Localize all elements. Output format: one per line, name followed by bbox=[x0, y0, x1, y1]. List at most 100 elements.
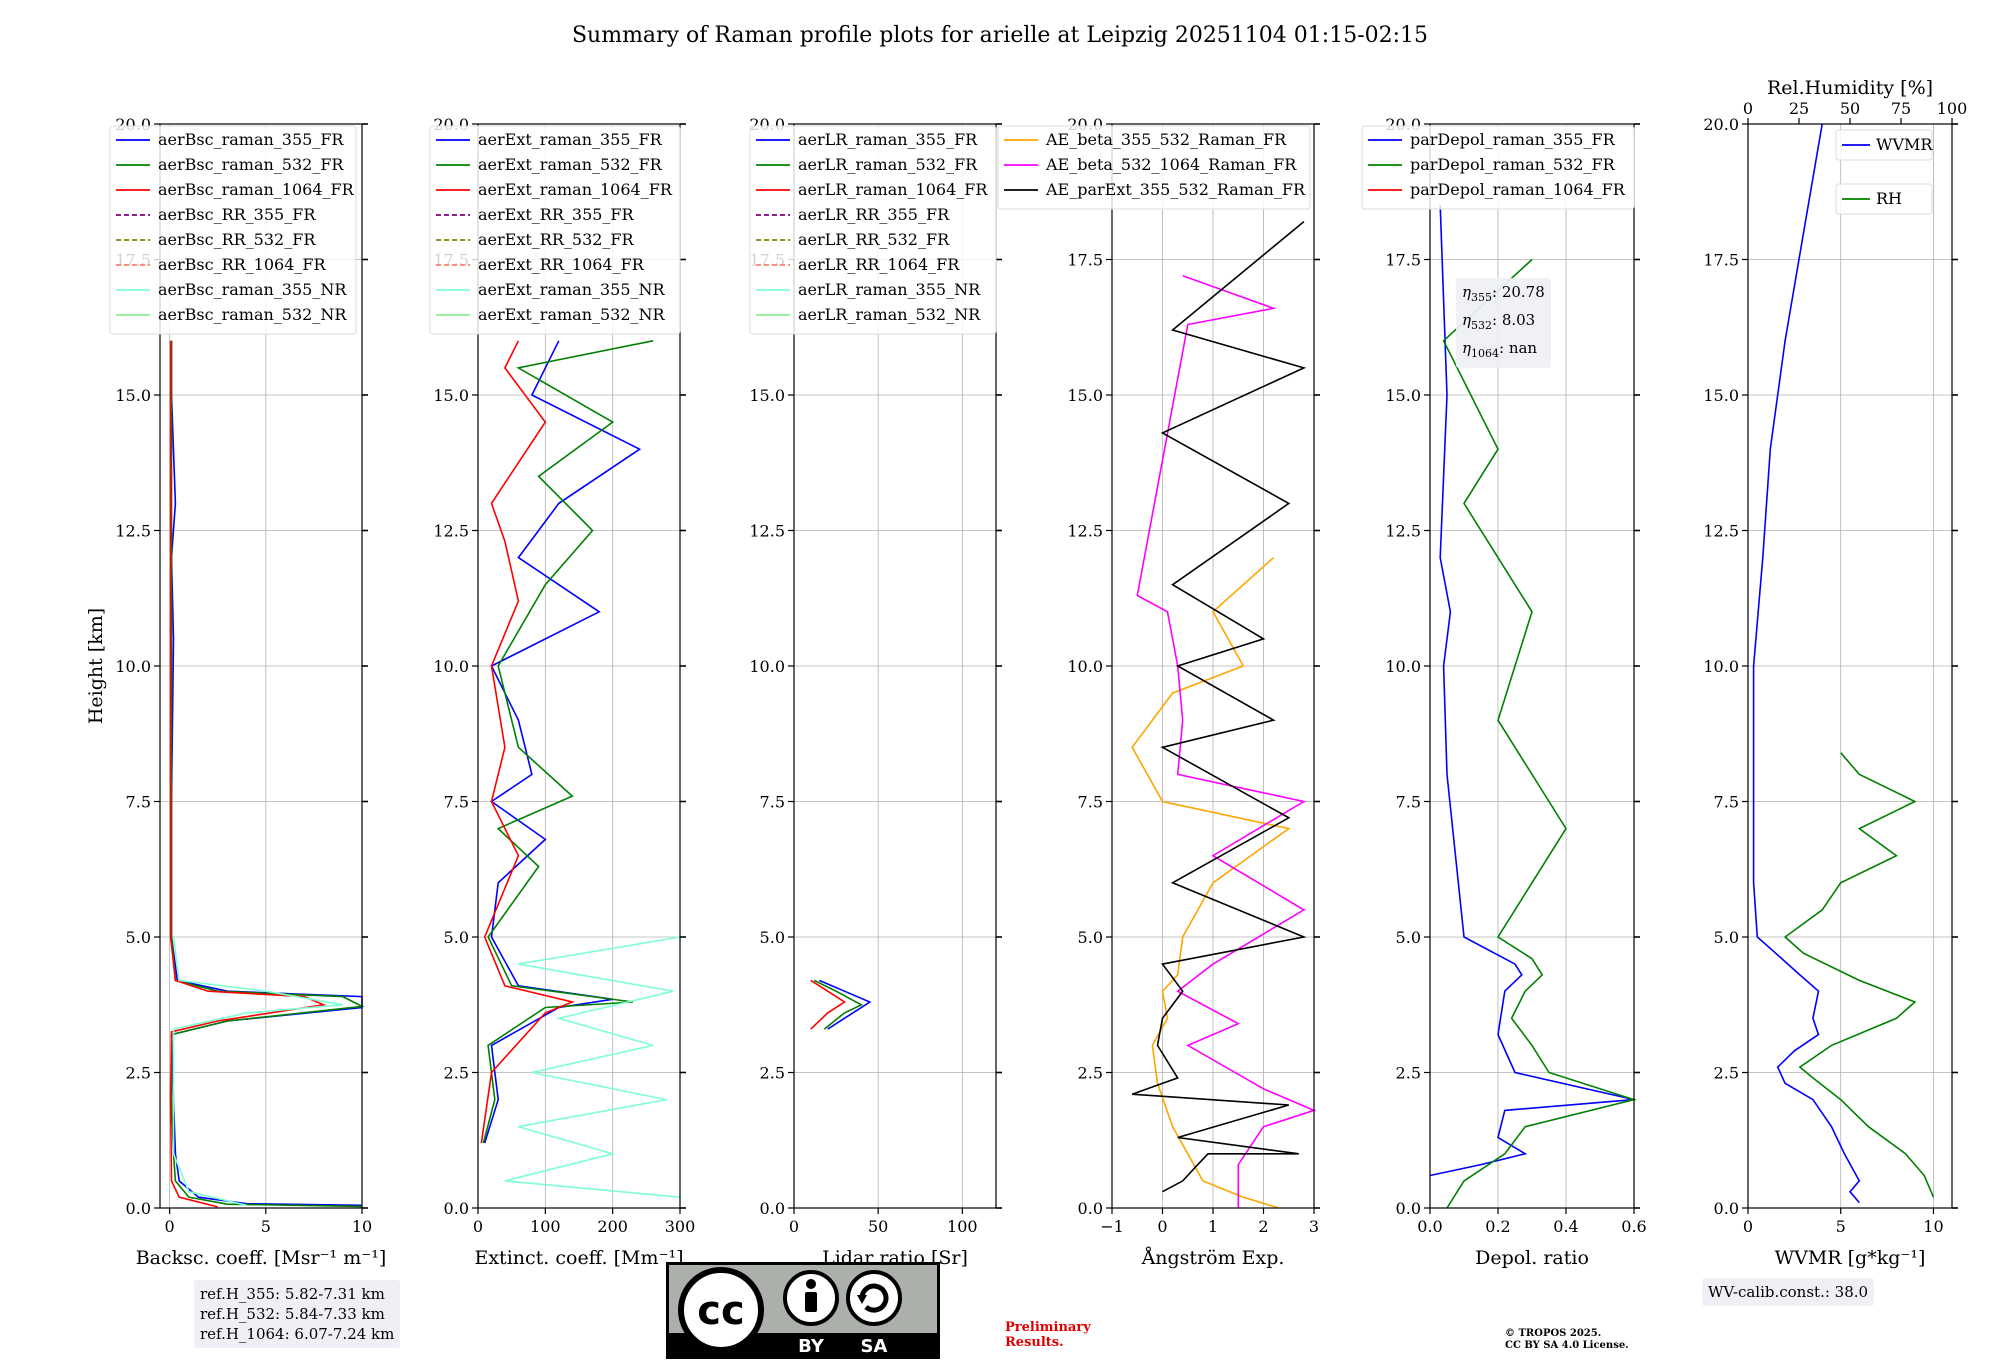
x-tick-label: 50 bbox=[868, 1217, 888, 1236]
x-tick-label: 0 bbox=[1157, 1217, 1167, 1236]
series-aerExt_raman_1064_FR bbox=[480, 340, 575, 1144]
y-axis-label: Height [km] bbox=[85, 608, 107, 724]
y-tick-label: 12.5 bbox=[433, 522, 469, 541]
y-tick-label: 5.0 bbox=[126, 928, 151, 947]
y-tick-label: 20.0 bbox=[1703, 115, 1739, 134]
x-tick-label: 3 bbox=[1309, 1217, 1319, 1236]
top-x-tick-label: 100 bbox=[1937, 99, 1968, 118]
y-tick-label: 17.5 bbox=[1385, 251, 1421, 270]
y-tick-label: 5.0 bbox=[1714, 928, 1739, 947]
panel-4: 0.02.55.07.510.012.515.017.520.0−1 0 1 2 3Ån… bbox=[997, 115, 1320, 1269]
x-tick-label: 100 bbox=[947, 1217, 978, 1236]
x-tick-label: 0 bbox=[1743, 1217, 1753, 1236]
legend-label: aerBsc_raman_355_FR bbox=[158, 130, 344, 149]
x-tick-label: 0 bbox=[473, 1217, 483, 1236]
legend-label: aerExt_RR_355_FR bbox=[478, 205, 635, 224]
legend-label: aerLR_raman_532_NR bbox=[798, 305, 981, 324]
series-parDepol_raman_532_FR bbox=[1442, 258, 1637, 1209]
depol-eta-box: η355: 20.78 η532: 8.03 η1064: nan bbox=[1456, 278, 1551, 368]
legend: aerExt_raman_355_FR aerExt_raman_532_FRae… bbox=[429, 125, 681, 335]
x-axis-label: Ångström Exp. bbox=[1141, 1247, 1285, 1269]
y-tick-label: 2.5 bbox=[444, 1064, 469, 1083]
top-x-tick-label: 25 bbox=[1789, 99, 1809, 118]
by-label: BY bbox=[798, 1336, 825, 1357]
y-tick-label: 15.0 bbox=[1067, 386, 1103, 405]
series-AE_parExt_355_532_Raman_FR bbox=[1131, 220, 1307, 1193]
y-tick-label: 0.0 bbox=[1714, 1199, 1739, 1218]
legend-label: aerLR_raman_1064_FR bbox=[798, 180, 988, 199]
x-tick-label: 300 bbox=[665, 1217, 696, 1236]
top-x-tick-label: 0 bbox=[1743, 99, 1753, 118]
ref-height-355: ref.H_355: 5.82-7.31 km bbox=[200, 1285, 385, 1303]
legend-label: WVMR bbox=[1876, 135, 1933, 154]
legend: aerLR_raman_355_FR aerLR_raman_532_FR aerL… bbox=[749, 125, 997, 335]
series-aerLR_raman_355_FR bbox=[818, 979, 872, 1030]
y-tick-label: 10.0 bbox=[115, 657, 151, 676]
y-tick-label: 7.5 bbox=[1396, 793, 1421, 812]
y-tick-label: 10.0 bbox=[1067, 657, 1103, 676]
wv-calib-box: WV-calib.const.: 38.0 bbox=[1702, 1278, 1875, 1306]
x-tick-label: 0 bbox=[165, 1217, 175, 1236]
y-tick-label: 2.5 bbox=[760, 1064, 785, 1083]
x-tick-label: 5 bbox=[1836, 1217, 1846, 1236]
legend-label: aerBsc_raman_355_NR bbox=[158, 280, 347, 299]
preliminary-results-note: Preliminary Results. bbox=[1005, 1320, 1091, 1350]
y-tick-label: 0.0 bbox=[126, 1199, 151, 1218]
legend-label: AE_beta_532_1064_Raman_FR bbox=[1045, 155, 1297, 174]
legend-label: aerBsc_raman_532_FR bbox=[158, 155, 344, 174]
x-tick-label: 1 bbox=[1208, 1217, 1218, 1236]
series-aerLR_raman_532_FR bbox=[813, 979, 864, 1030]
y-tick-label: 10.0 bbox=[1385, 657, 1421, 676]
legend-label: aerExt_raman_355_NR bbox=[478, 280, 666, 299]
legend-label: aerBsc_raman_532_NR bbox=[158, 305, 347, 324]
y-tick-label: 5.0 bbox=[760, 928, 785, 947]
x-tick-label: 0.2 bbox=[1485, 1217, 1510, 1236]
legend-label: aerExt_RR_1064_FR bbox=[478, 255, 645, 274]
legend-label: aerBsc_RR_532_FR bbox=[158, 230, 316, 249]
cc-by-sa-badge: cc BY SA bbox=[666, 1262, 940, 1359]
y-tick-label: 10.0 bbox=[1703, 657, 1739, 676]
series-aerExt_raman_532_FR bbox=[482, 340, 654, 1144]
y-tick-label: 2.5 bbox=[1078, 1064, 1103, 1083]
y-tick-label: 17.5 bbox=[1067, 251, 1103, 270]
legend-label: aerExt_raman_1064_FR bbox=[478, 180, 673, 199]
y-tick-label: 12.5 bbox=[1067, 522, 1103, 541]
series-AE_beta_532_1064_Raman_FR bbox=[1136, 275, 1317, 1208]
panel-3: 0.02.55.07.510.012.515.017.520.0050100Li… bbox=[749, 115, 1002, 1269]
legend-label: aerLR_RR_355_FR bbox=[798, 205, 950, 224]
y-tick-label: 0.0 bbox=[760, 1199, 785, 1218]
legend-label: aerLR_raman_355_NR bbox=[798, 280, 981, 299]
series-aerLR_raman_1064_FR bbox=[810, 979, 846, 1030]
series-aerExt_raman_355_NR bbox=[504, 936, 681, 1198]
ref-height-box: ref.H_355: 5.82-7.31 km ref.H_532: 5.84-… bbox=[194, 1280, 401, 1348]
eta-532: η532: 8.03 bbox=[1462, 311, 1536, 332]
y-tick-label: 15.0 bbox=[433, 386, 469, 405]
series-aerBsc_raman_355_NR bbox=[172, 936, 343, 1207]
y-tick-label: 2.5 bbox=[126, 1064, 151, 1083]
x-tick-label: 0.0 bbox=[1417, 1217, 1442, 1236]
figure-title: Summary of Raman profile plots for ariel… bbox=[572, 23, 1428, 48]
top-x-tick-label: 75 bbox=[1891, 99, 1911, 118]
y-tick-label: 5.0 bbox=[444, 928, 469, 947]
y-tick-label: 7.5 bbox=[1714, 793, 1739, 812]
series-RH bbox=[1783, 752, 1935, 1198]
sa-label: SA bbox=[861, 1336, 888, 1357]
y-tick-label: 7.5 bbox=[126, 793, 151, 812]
y-tick-label: 7.5 bbox=[444, 793, 469, 812]
x-tick-label: 0.6 bbox=[1621, 1217, 1646, 1236]
legend-label: parDepol_raman_355_FR bbox=[1410, 130, 1616, 149]
panel-2: 0.02.55.07.510.012.515.017.520.001002003… bbox=[429, 115, 696, 1269]
y-tick-label: 17.5 bbox=[1703, 251, 1739, 270]
series-aerBsc_raman_532_FR bbox=[170, 340, 365, 1208]
ref-height-1064: ref.H_1064: 6.07-7.24 km bbox=[200, 1325, 395, 1343]
x-tick-label: 200 bbox=[597, 1217, 628, 1236]
y-tick-label: 7.5 bbox=[1078, 793, 1103, 812]
legend-label: aerLR_raman_355_FR bbox=[798, 130, 978, 149]
legend-label: aerExt_raman_355_FR bbox=[478, 130, 663, 149]
y-tick-label: 0.0 bbox=[444, 1199, 469, 1218]
y-tick-label: 15.0 bbox=[749, 386, 785, 405]
x-tick-label: 0.4 bbox=[1553, 1217, 1578, 1236]
y-tick-label: 15.0 bbox=[1703, 386, 1739, 405]
panel-1: 0.02.55.07.510.012.515.017.520.00510Back… bbox=[85, 115, 386, 1269]
copyright-note: © TROPOS 2025. CC BY SA 4.0 License. bbox=[1505, 1328, 1629, 1351]
